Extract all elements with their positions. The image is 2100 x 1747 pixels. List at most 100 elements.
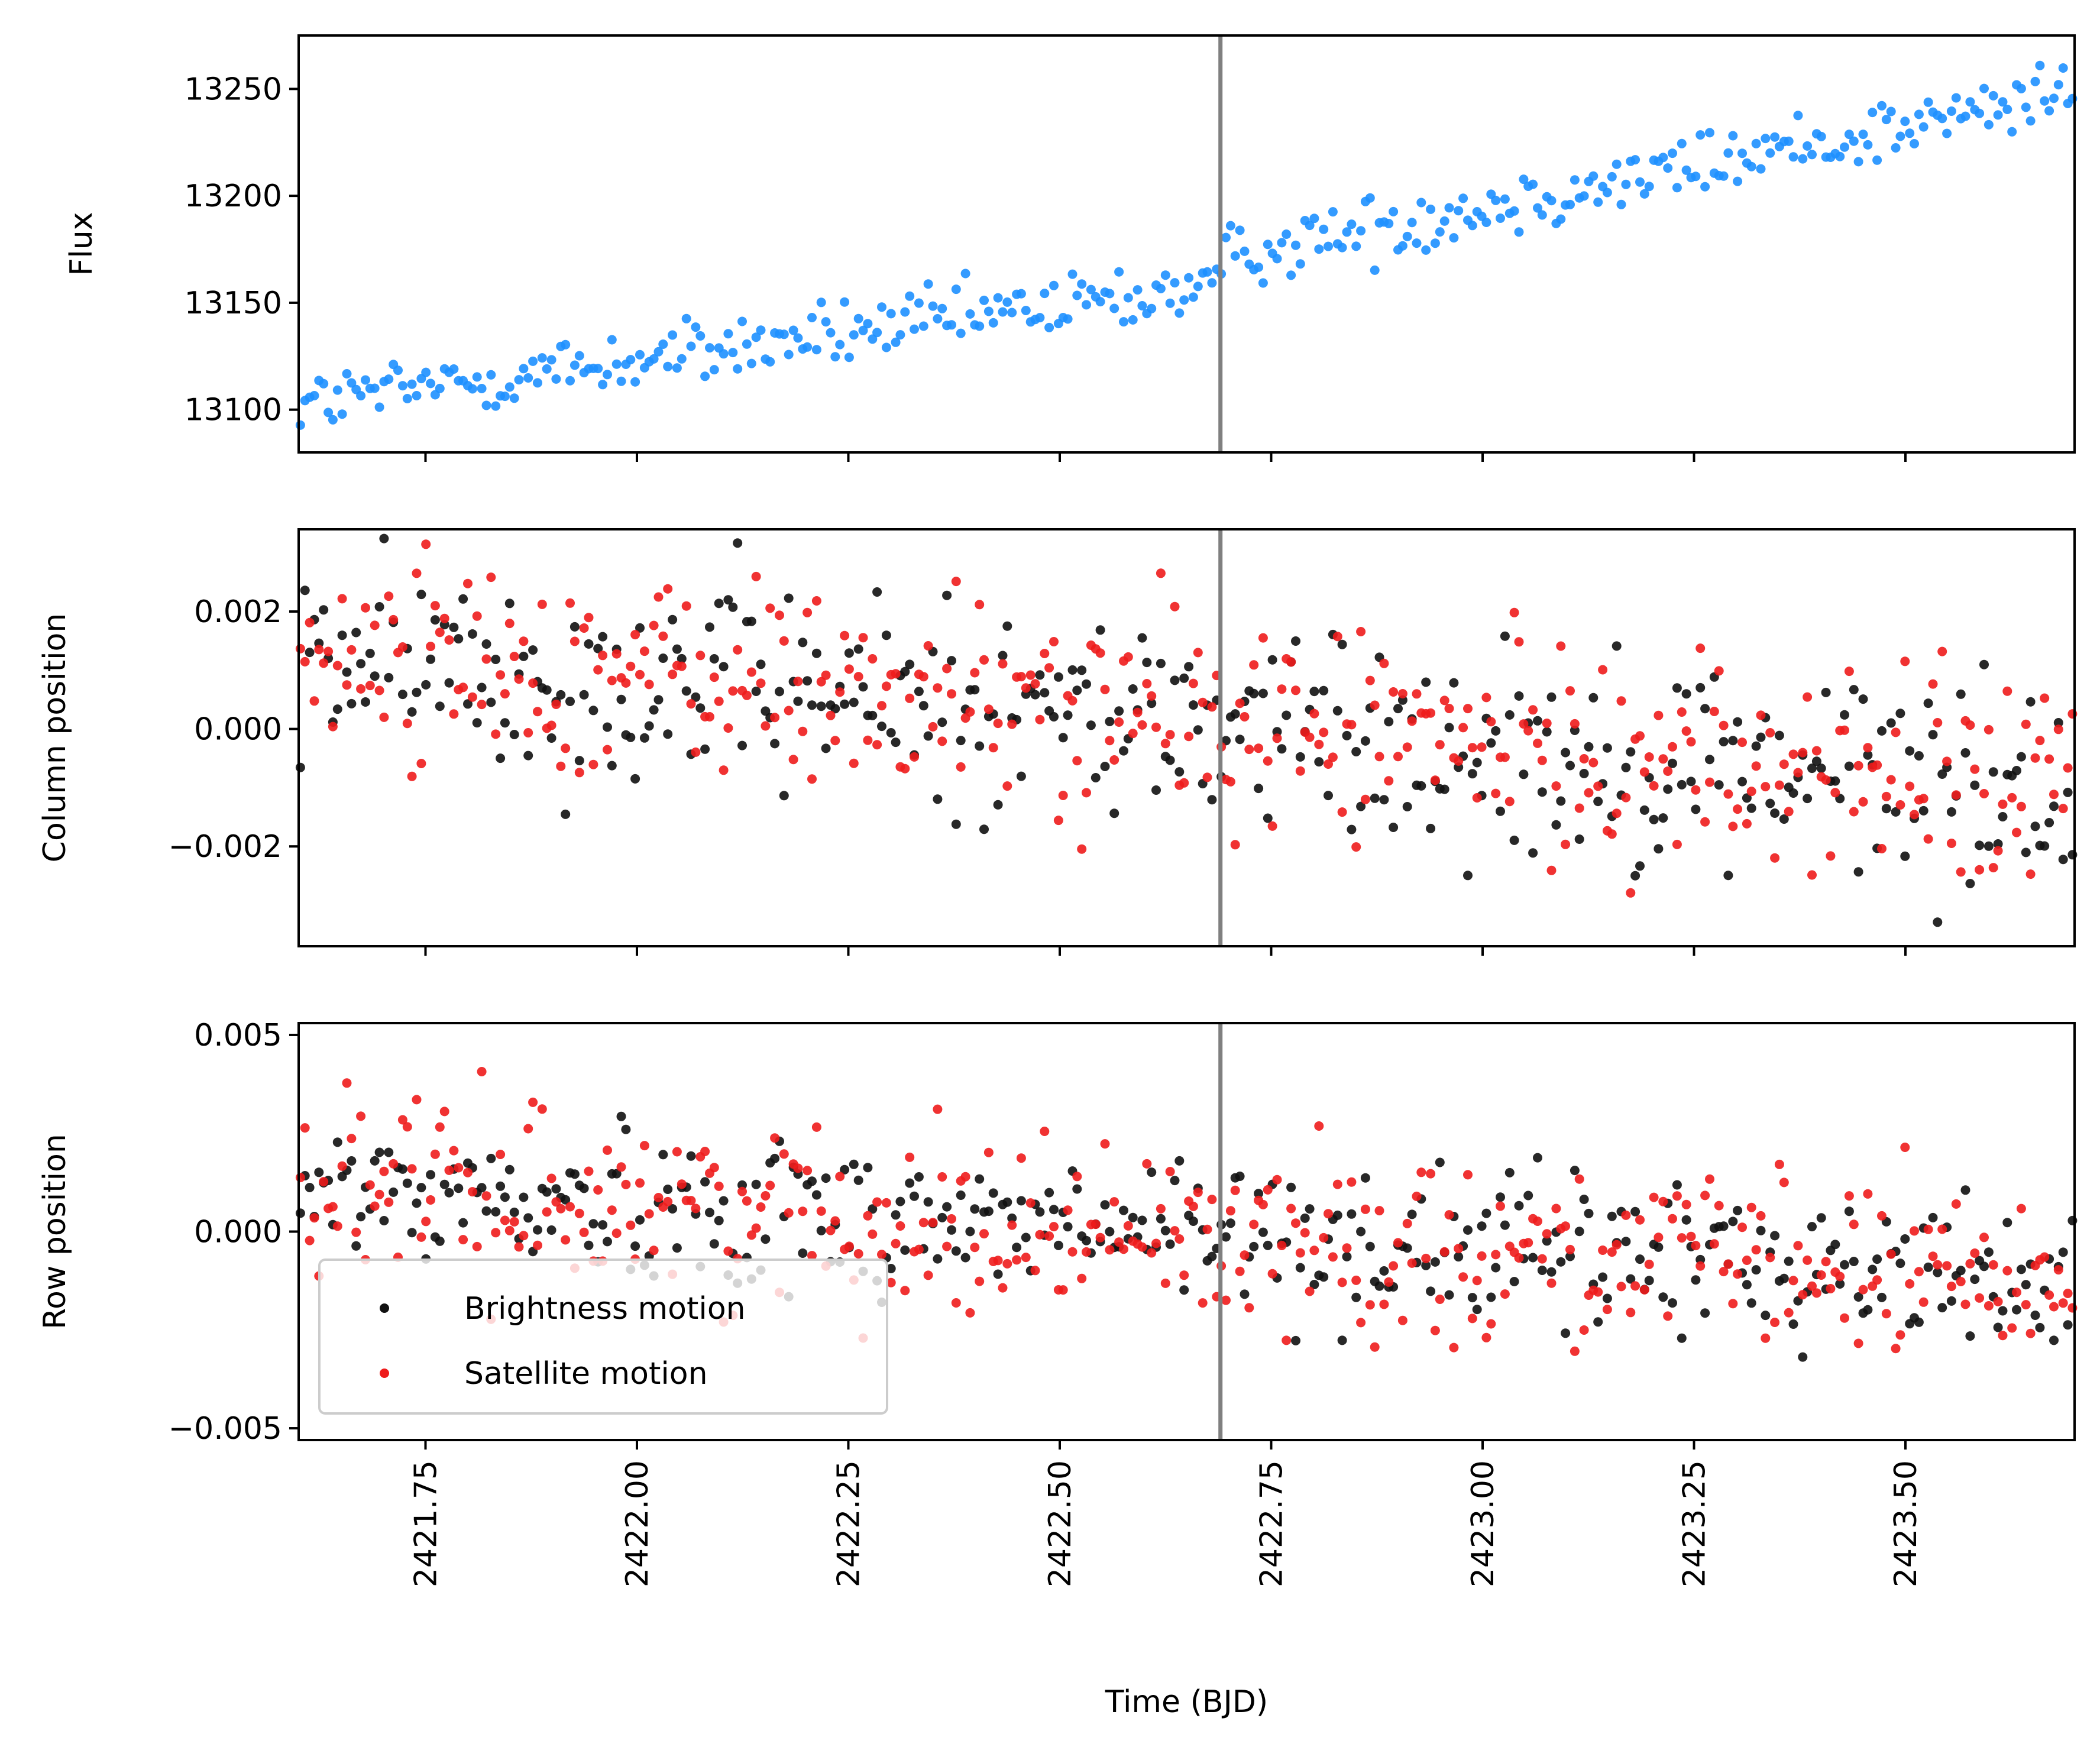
- data-point: [1444, 203, 1454, 213]
- data-point: [1746, 1298, 1756, 1308]
- data-point: [975, 1174, 985, 1184]
- data-point: [1481, 1332, 1491, 1342]
- data-point: [374, 685, 384, 695]
- data-point: [1979, 659, 1989, 669]
- data-point: [1658, 813, 1668, 823]
- data-point: [1960, 111, 1970, 121]
- legend: Brightness motion Satellite motion: [318, 1259, 888, 1415]
- data-point: [881, 1198, 891, 1208]
- data-point: [803, 607, 813, 617]
- data-point: [858, 682, 868, 692]
- data-point: [1277, 744, 1287, 754]
- data-point: [1272, 254, 1282, 264]
- data-point: [621, 678, 631, 688]
- data-point: [1170, 1176, 1180, 1186]
- data-point: [1998, 1331, 2008, 1341]
- data-point: [905, 693, 915, 703]
- data-point: [691, 692, 701, 702]
- data-point: [695, 651, 706, 661]
- data-point: [1012, 1255, 1022, 1265]
- data-point: [556, 761, 566, 771]
- data-point: [1616, 696, 1626, 706]
- data-point: [881, 681, 891, 691]
- data-point: [523, 728, 533, 737]
- data-point: [351, 1227, 361, 1237]
- data-point: [1342, 1251, 1352, 1261]
- data-point: [1454, 1252, 1464, 1262]
- data-point: [700, 744, 710, 754]
- data-point: [895, 330, 905, 340]
- data-point: [1649, 814, 1659, 824]
- data-point: [1951, 93, 1961, 103]
- data-point: [784, 1208, 794, 1218]
- data-point: [868, 1229, 878, 1239]
- data-point: [988, 318, 998, 328]
- data-point: [328, 415, 338, 425]
- data-point: [928, 1218, 938, 1228]
- data-point: [1877, 726, 1887, 736]
- data-point: [811, 596, 821, 606]
- data-point: [1435, 227, 1445, 237]
- data-point: [1356, 1318, 1366, 1328]
- data-point: [1435, 1157, 1445, 1167]
- data-point: [2016, 83, 2026, 93]
- data-point: [1291, 1335, 1300, 1345]
- data-point: [1737, 737, 1747, 748]
- y-tick-label: 13100: [185, 393, 282, 428]
- data-point: [1086, 720, 1096, 730]
- data-point: [1082, 679, 1091, 689]
- data-point: [1509, 835, 1519, 845]
- data-point: [951, 577, 961, 587]
- data-point: [319, 605, 329, 615]
- data-point: [1579, 1195, 1589, 1204]
- data-point: [1305, 1286, 1315, 1296]
- data-point: [1816, 1213, 1826, 1223]
- data-point: [1137, 1242, 1147, 1252]
- data-point: [751, 332, 761, 342]
- data-point: [1983, 724, 1994, 735]
- data-point: [905, 659, 915, 669]
- data-point: [853, 313, 863, 323]
- data-point: [1654, 844, 1664, 854]
- data-point: [458, 594, 468, 604]
- data-point: [1467, 221, 1477, 231]
- data-point: [1937, 114, 1947, 124]
- data-point: [1644, 1259, 1654, 1269]
- data-point: [1188, 292, 1198, 302]
- data-point: [1016, 771, 1026, 781]
- data-point: [1486, 738, 1496, 748]
- data-point: [1174, 308, 1185, 318]
- data-point: [937, 1172, 947, 1182]
- data-point: [509, 652, 519, 661]
- data-point: [397, 1115, 407, 1125]
- data-point: [1844, 667, 1854, 677]
- data-point: [561, 743, 571, 753]
- data-point: [709, 654, 719, 664]
- data-point: [509, 1217, 519, 1227]
- data-point: [1993, 839, 2003, 849]
- data-point: [1384, 776, 1394, 786]
- data-point: [1435, 740, 1445, 750]
- data-point: [1147, 1248, 1157, 1258]
- data-point: [1905, 1279, 1915, 1289]
- data-point: [1546, 196, 1557, 206]
- data-point: [579, 690, 589, 700]
- data-point: [1314, 739, 1324, 749]
- data-point: [1374, 1281, 1384, 1291]
- data-point: [542, 1187, 552, 1197]
- data-point: [1630, 1281, 1640, 1291]
- data-point: [1853, 867, 1863, 877]
- data-point: [1430, 775, 1440, 785]
- data-point: [733, 645, 743, 655]
- data-point: [933, 1104, 943, 1114]
- data-point: [1811, 756, 1821, 766]
- data-point: [1639, 767, 1649, 777]
- data-point: [1263, 240, 1273, 250]
- data-point: [444, 678, 454, 688]
- data-point: [1221, 1232, 1231, 1242]
- data-point: [761, 706, 771, 716]
- data-point: [979, 824, 989, 834]
- data-point: [1528, 705, 1538, 715]
- data-point: [691, 1204, 701, 1214]
- data-point: [1979, 83, 1989, 93]
